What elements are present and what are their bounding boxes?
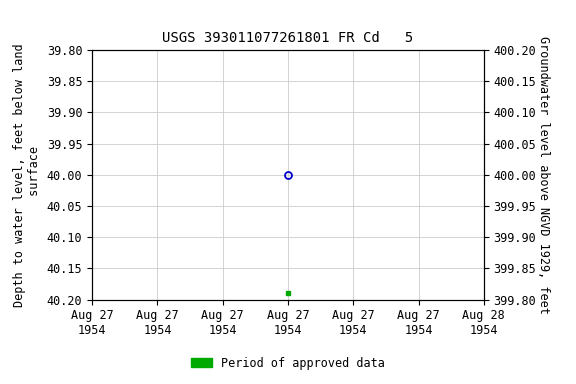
Y-axis label: Depth to water level, feet below land
 surface: Depth to water level, feet below land su… bbox=[13, 43, 41, 306]
Legend: Period of approved data: Period of approved data bbox=[186, 352, 390, 374]
Title: USGS 393011077261801 FR Cd   5: USGS 393011077261801 FR Cd 5 bbox=[162, 31, 414, 45]
Y-axis label: Groundwater level above NGVD 1929, feet: Groundwater level above NGVD 1929, feet bbox=[537, 36, 550, 314]
